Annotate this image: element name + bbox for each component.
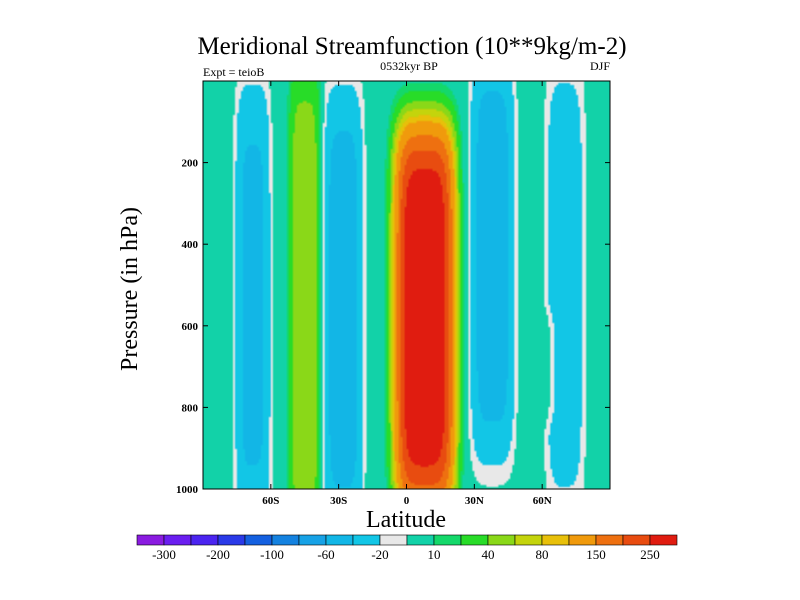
x-tick-label-1: 30S [330, 495, 347, 507]
colorbar-swatch-8 [352, 534, 381, 546]
colorbar-swatch-19 [649, 534, 678, 546]
colorbar-swatch-7 [325, 534, 354, 546]
x-tick-label-2: 0 [404, 495, 410, 507]
y-tick-label-3: 800 [182, 402, 199, 414]
experiment-label: Expt = teioB [203, 65, 264, 79]
colorbar-swatch-12 [460, 534, 489, 546]
y-axis-ticks: 200 400 600 800 1000 [176, 158, 610, 496]
colorbar-label-5: 10 [428, 547, 441, 562]
colorbar-label-2: -100 [260, 547, 284, 562]
colorbar-swatch-9 [379, 534, 408, 546]
colorbar-swatch-18 [622, 534, 651, 546]
colorbar-swatch-1 [163, 534, 192, 546]
colorbar-label-6: 40 [482, 547, 495, 562]
colorbar-label-7: 80 [536, 547, 549, 562]
season-label: DJF [590, 59, 610, 73]
x-axis-label: Latitude [366, 507, 446, 533]
time-label: 0532kyr BP [380, 59, 438, 73]
colorbar-swatch-3 [217, 534, 246, 546]
colorbar-swatch-0 [136, 534, 165, 546]
colorbar-swatch-5 [271, 534, 300, 546]
y-tick-label-1: 400 [182, 239, 199, 251]
streamfunction-contour-fill [203, 81, 610, 489]
colorbar-label-1: -200 [206, 547, 230, 562]
x-tick-label-4: 60N [533, 495, 552, 507]
colorbar-label-0: -300 [152, 547, 176, 562]
colorbar-swatch-14 [514, 534, 543, 546]
colorbar-swatch-4 [244, 534, 273, 546]
y-tick-label-2: 600 [182, 321, 199, 333]
colorbar-swatch-6 [298, 534, 327, 546]
colorbar-swatch-11 [433, 534, 462, 546]
x-tick-label-3: 30N [465, 495, 484, 507]
chart-title: Meridional Streamfunction (10**9kg/m-2) [197, 33, 626, 60]
colorbar: -300 -200 -100 -60 -20 10 40 80 150 250 [136, 534, 678, 562]
x-tick-label-0: 60S [262, 495, 279, 507]
colorbar-swatch-17 [595, 534, 624, 546]
y-tick-label-0: 200 [182, 158, 199, 170]
colorbar-label-3: -60 [317, 547, 334, 562]
colorbar-swatch-16 [568, 534, 597, 546]
x-axis-ticks: 60S 30S 0 30N 60N [262, 81, 552, 507]
y-tick-label-4: 1000 [176, 484, 199, 496]
colorbar-label-9: 250 [640, 547, 660, 562]
colorbar-label-4: -20 [371, 547, 388, 562]
colorbar-swatch-10 [406, 534, 435, 546]
colorbar-swatch-15 [541, 534, 570, 546]
contour-plot-area [202, 80, 611, 490]
colorbar-swatch-2 [190, 534, 219, 546]
colorbar-label-8: 150 [586, 547, 606, 562]
y-axis-label: Pressure (in hPa) [117, 207, 143, 371]
colorbar-swatch-13 [487, 534, 516, 546]
